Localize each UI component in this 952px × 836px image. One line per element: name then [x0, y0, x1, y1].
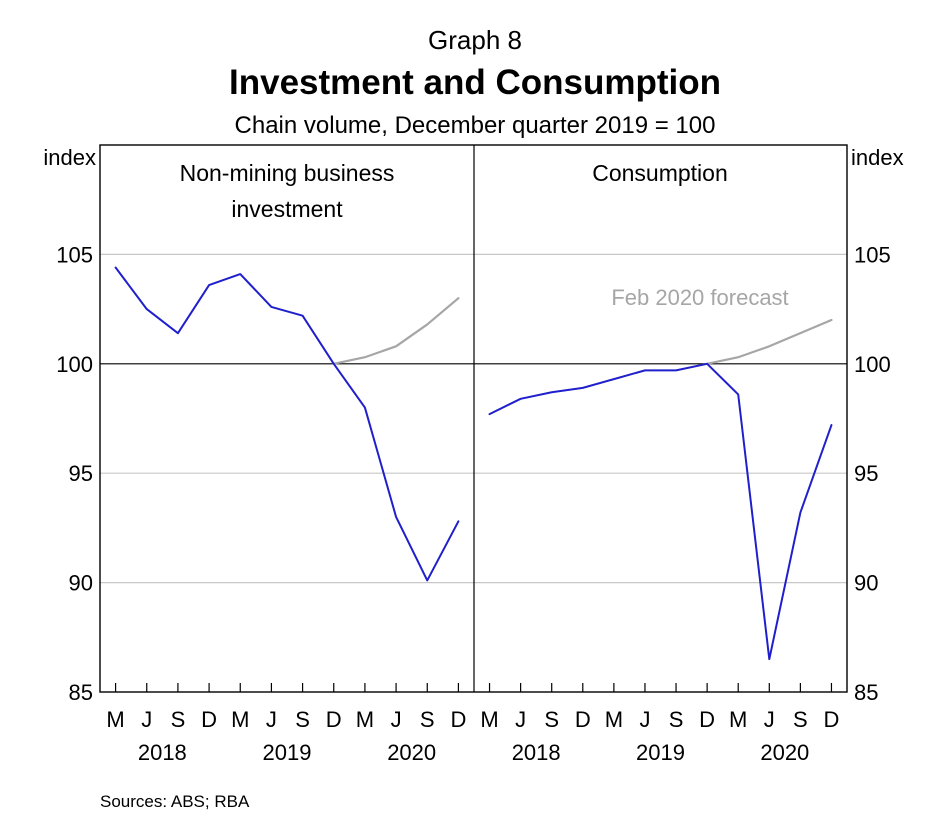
y-tick-label-right: 90 [854, 571, 878, 596]
y-tick-label-right: 85 [854, 680, 878, 705]
x-tick-label: S [295, 707, 310, 732]
x-tick-label: D [699, 707, 715, 732]
x-year-label: 2019 [263, 740, 312, 765]
x-tick-label: D [450, 707, 466, 732]
x-year-label: 2018 [138, 740, 187, 765]
chart-subtitle: Chain volume, December quarter 2019 = 10… [235, 112, 716, 139]
panel-title: Non-mining business [180, 160, 395, 186]
x-year-label: 2020 [760, 740, 809, 765]
y-tick-label-right: 100 [854, 352, 891, 377]
x-tick-label: J [515, 707, 526, 732]
graph-number: Graph 8 [428, 25, 522, 55]
x-tick-label: D [326, 707, 342, 732]
y-tick-label-left: 95 [69, 461, 93, 486]
x-tick-label: M [106, 707, 124, 732]
forecast-line-2 [706, 318, 833, 365]
x-tick-label: S [544, 707, 559, 732]
x-tick-label: J [639, 707, 650, 732]
x-tick-label: M [231, 707, 249, 732]
x-tick-label: J [391, 707, 402, 732]
forecast-annotation: Feb 2020 forecast [611, 285, 788, 310]
actual-line-1 [114, 266, 460, 582]
x-tick-label: M [605, 707, 623, 732]
y-tick-label-left: 105 [56, 242, 93, 267]
y-axis-label-left: index [43, 145, 96, 170]
x-tick-label: S [793, 707, 808, 732]
y-tick-label-left: 90 [69, 571, 93, 596]
x-tick-label: M [729, 707, 747, 732]
x-year-label: 2019 [636, 740, 685, 765]
x-tick-label: S [171, 707, 186, 732]
x-tick-label: J [764, 707, 775, 732]
x-tick-label: D [575, 707, 591, 732]
y-axis-label-right: index [851, 145, 904, 170]
x-tick-label: S [669, 707, 684, 732]
panel-title: Consumption [592, 160, 728, 186]
x-tick-label: D [824, 707, 840, 732]
x-year-label: 2020 [387, 740, 436, 765]
sources-note: Sources: ABS; RBA [100, 792, 250, 811]
forecast-line-1 [332, 297, 460, 365]
y-tick-label-left: 100 [56, 352, 93, 377]
panel-title: investment [231, 196, 343, 222]
y-tick-label-right: 95 [854, 461, 878, 486]
chart-title: Investment and Consumption [229, 63, 721, 102]
y-tick-label-left: 85 [69, 680, 93, 705]
x-tick-label: D [201, 707, 217, 732]
actual-line-2 [488, 362, 833, 661]
x-tick-label: M [356, 707, 374, 732]
x-tick-label: M [480, 707, 498, 732]
x-tick-label: J [141, 707, 152, 732]
y-tick-label-right: 105 [854, 242, 891, 267]
x-tick-label: J [266, 707, 277, 732]
x-tick-label: S [420, 707, 435, 732]
x-year-label: 2018 [512, 740, 561, 765]
